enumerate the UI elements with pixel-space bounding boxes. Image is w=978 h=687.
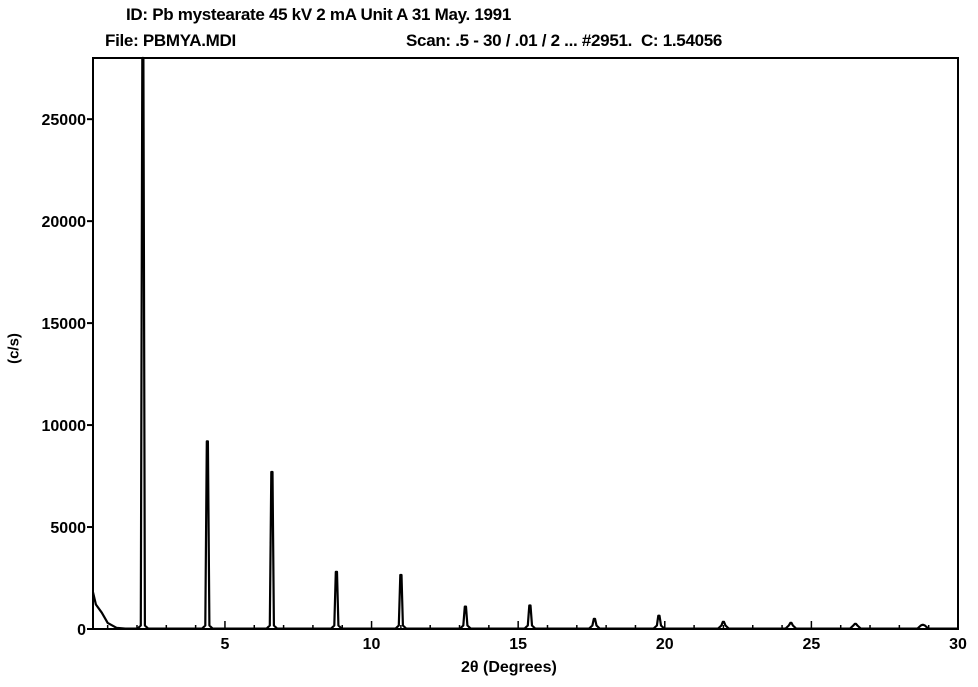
y-tick-label: 10000	[42, 418, 87, 435]
x-tick-label: 15	[509, 636, 527, 653]
y-tick-label: 15000	[42, 316, 87, 333]
x-tick-label: 25	[802, 636, 820, 653]
x-tick-label: 5	[220, 636, 229, 653]
x-axis-label: 2θ (Degrees)	[461, 659, 557, 677]
x-tick-label: 10	[363, 636, 381, 653]
diffraction-trace	[93, 58, 958, 629]
y-tick-label: 20000	[42, 214, 87, 231]
y-tick-label: 5000	[50, 520, 86, 537]
plot-frame	[93, 58, 958, 629]
x-tick-label: 30	[949, 636, 967, 653]
y-axis-label: (c/s)	[6, 329, 23, 369]
x-tick-label: 20	[656, 636, 674, 653]
y-tick-label: 25000	[42, 112, 87, 129]
y-tick-label: 0	[77, 622, 86, 639]
